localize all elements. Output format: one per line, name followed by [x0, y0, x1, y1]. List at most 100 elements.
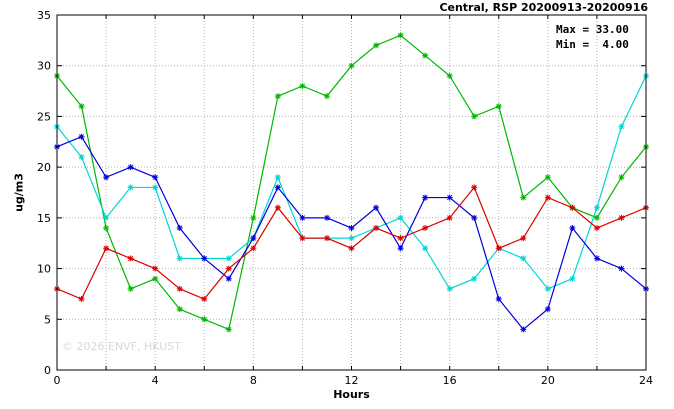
series-marker-red: [225, 265, 232, 272]
series-marker-blue: [152, 174, 159, 181]
series-marker-cyan: [397, 214, 404, 221]
series-marker-red: [520, 235, 527, 242]
series-marker-blue: [446, 194, 453, 201]
series-marker-cyan: [225, 255, 232, 262]
series-marker-cyan: [103, 214, 110, 221]
series-marker-cyan: [618, 123, 625, 130]
series-marker-blue: [250, 235, 257, 242]
series-marker-red: [176, 285, 183, 292]
series-marker-blue: [201, 255, 208, 262]
series-marker-cyan: [593, 204, 600, 211]
series-marker-blue: [176, 225, 183, 231]
series-marker-blue: [569, 225, 576, 231]
series-marker-green: [471, 113, 478, 120]
series-marker-blue: [225, 275, 232, 282]
series-marker-green: [323, 93, 330, 100]
series-marker-green: [520, 194, 527, 201]
series-marker-blue: [103, 174, 110, 181]
y-tick-label: 20: [37, 161, 51, 174]
series-marker-blue: [593, 255, 600, 262]
series-marker-red: [544, 194, 551, 201]
series-marker-blue: [78, 133, 85, 140]
series-marker-blue: [274, 184, 281, 191]
series-marker-green: [299, 83, 306, 89]
series-marker-cyan: [176, 255, 183, 262]
series-line-cyan: [56, 75, 647, 290]
series-marker-green: [127, 285, 134, 292]
series-marker-cyan: [127, 184, 134, 191]
series-marker-red: [299, 235, 306, 242]
series-marker-red: [78, 296, 85, 302]
series-marker-green: [103, 225, 110, 231]
x-tick-label: 8: [250, 374, 257, 387]
series-marker-red: [201, 296, 208, 302]
x-tick-label: 24: [639, 374, 653, 387]
series-marker-red: [569, 204, 576, 211]
y-tick-label: 35: [37, 9, 51, 22]
y-axis-title: ug/m3: [12, 173, 26, 212]
series-marker-green: [250, 214, 257, 221]
series-marker-red: [471, 184, 478, 191]
series-marker-blue: [299, 214, 306, 221]
y-tick-label: 15: [37, 212, 51, 225]
series-marker-green: [201, 316, 208, 323]
y-tick-label: 30: [37, 60, 51, 73]
series-marker-blue: [323, 214, 330, 221]
series-marker-red: [495, 245, 502, 252]
x-tick-label: 20: [541, 374, 555, 387]
series-marker-red: [446, 214, 453, 221]
x-tick-label: 4: [152, 374, 159, 387]
series-marker-blue: [422, 194, 429, 201]
series-marker-cyan: [78, 154, 85, 160]
series-marker-red: [348, 245, 355, 252]
series-marker-blue: [397, 245, 404, 252]
series-marker-red: [250, 245, 257, 252]
series-marker-green: [348, 62, 355, 69]
series-marker-red: [274, 204, 281, 211]
series-marker-red: [422, 225, 429, 231]
series-marker-cyan: [446, 285, 453, 292]
min-label: Min = 4.00: [556, 37, 629, 51]
series-marker-cyan: [422, 245, 429, 252]
series-marker-cyan: [471, 275, 478, 282]
series-marker-green: [422, 52, 429, 59]
series-marker-green: [373, 42, 380, 49]
series-marker-blue: [520, 326, 527, 333]
series-marker-green: [446, 72, 453, 79]
series-marker-green: [225, 326, 232, 333]
series-marker-red: [593, 225, 600, 231]
series-marker-red: [618, 214, 625, 221]
x-tick-label: 0: [54, 374, 61, 387]
series-marker-cyan: [520, 255, 527, 262]
series-marker-red: [373, 225, 380, 231]
series-marker-blue: [348, 225, 355, 231]
series-marker-red: [152, 265, 159, 272]
y-tick-label: 10: [37, 263, 51, 276]
series-marker-blue: [495, 296, 502, 302]
stats-box: Max = 33.00 Min = 4.00: [556, 23, 629, 53]
series-marker-green: [593, 214, 600, 221]
series-marker-green: [544, 174, 551, 181]
series-marker-cyan: [569, 275, 576, 282]
watermark: © 2026 ENVF, HKUST: [62, 340, 181, 353]
series-marker-blue: [544, 306, 551, 313]
x-axis-title: Hours: [333, 388, 370, 401]
series-marker-red: [397, 235, 404, 242]
y-tick-label: 5: [44, 313, 51, 326]
series-marker-red: [103, 245, 110, 252]
series-marker-cyan: [544, 285, 551, 292]
series-marker-blue: [373, 204, 380, 211]
x-tick-label: 16: [443, 374, 457, 387]
series-marker-green: [78, 103, 85, 110]
x-tick-label: 12: [345, 374, 359, 387]
series-marker-green: [618, 174, 625, 181]
series-marker-green: [274, 93, 281, 100]
y-tick-label: 25: [37, 110, 51, 123]
series-marker-blue: [618, 265, 625, 272]
series-marker-green: [397, 32, 404, 39]
chart-title: Central, RSP 20200913-20200916: [439, 1, 648, 14]
series-marker-cyan: [274, 174, 281, 181]
series-marker-green: [176, 306, 183, 313]
